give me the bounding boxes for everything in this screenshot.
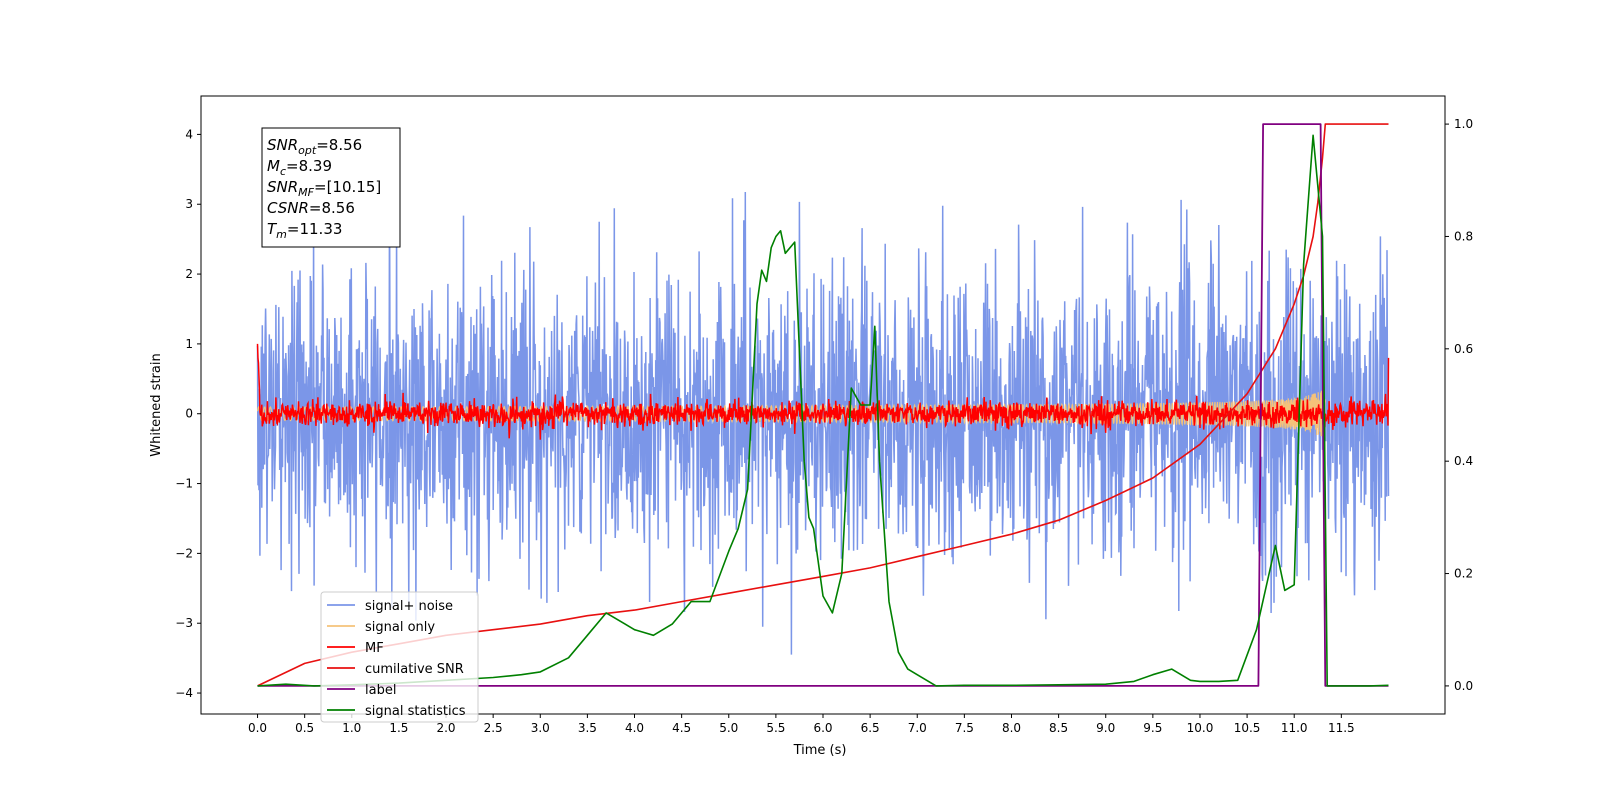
- y2-tick-label: 0.4: [1454, 454, 1473, 468]
- y-axis-label: Whitened strain: [149, 353, 164, 456]
- legend-entry: signal only: [365, 620, 435, 635]
- y-tick-label: 2: [185, 267, 193, 281]
- y2-tick-label: 0.2: [1454, 567, 1473, 581]
- info-box-frame: [261, 127, 401, 248]
- y2-tick-label: 1.0: [1454, 117, 1473, 131]
- plot-area: [256, 123, 1390, 687]
- series-cumulative-snr: [257, 123, 1389, 687]
- info-box: SNRopt=8.56Mc=8.39SNRMF=[10.15]CSNR=8.56…: [261, 127, 401, 248]
- info-line: Mc=8.39: [267, 157, 332, 178]
- y2-tick-label: 0.0: [1454, 679, 1473, 693]
- info-line: SNRMF=[10.15]: [267, 178, 381, 199]
- legend: signal+ noise signal only MF cumilative SNR…: [320, 591, 479, 723]
- legend-entry: cumilative SNR: [365, 662, 464, 677]
- y-tick-label: 4: [185, 127, 193, 141]
- y-tick-label: 1: [185, 337, 193, 351]
- series-mf: [256, 343, 1390, 440]
- x-tick-label: 11.5: [1328, 721, 1355, 735]
- x-axis-label: Time (s): [793, 743, 847, 758]
- x-tick-label: 9.5: [1143, 721, 1162, 735]
- y-axis-right: 0.0 0.2 0.4 0.6 0.8 1.0: [1445, 117, 1473, 693]
- legend-entry: signal statistics: [365, 704, 466, 719]
- y-tick-label: 0: [185, 407, 193, 421]
- legend-entry: label: [365, 683, 396, 698]
- y-tick-label: −2: [175, 546, 193, 560]
- x-tick-label: 9.0: [1096, 721, 1115, 735]
- legend-entry: MF: [365, 641, 384, 656]
- x-tick-label: 5.5: [766, 721, 785, 735]
- series-signal-statistics: [257, 134, 1389, 687]
- x-tick-label: 3.0: [531, 721, 550, 735]
- y-tick-label: 3: [185, 197, 193, 211]
- y2-tick-label: 0.6: [1454, 342, 1473, 356]
- x-tick-label: 8.5: [1049, 721, 1068, 735]
- y-axis-left: −4 −3 −2 −1 0 1 2 3 4: [175, 127, 201, 700]
- x-tick-label: 2.5: [484, 721, 503, 735]
- x-tick-label: 7.5: [955, 721, 974, 735]
- x-tick-label: 7.0: [908, 721, 927, 735]
- y-tick-label: −1: [175, 477, 193, 491]
- legend-frame: [320, 591, 479, 723]
- x-tick-label: 4.0: [625, 721, 644, 735]
- x-tick-label: 1.5: [389, 721, 408, 735]
- x-tick-label: 6.0: [813, 721, 832, 735]
- x-tick-label: 10.5: [1234, 721, 1261, 735]
- x-tick-label: 6.5: [861, 721, 880, 735]
- info-line: Tm=11.33: [267, 220, 342, 241]
- x-tick-label: 0.5: [295, 721, 314, 735]
- x-axis: 0.0 0.5 1.0 1.5 2.0 2.5 3.0 3.5 4.0 4.5 5.0 5.5 6.0 6…: [248, 714, 1355, 735]
- x-tick-label: 11.0: [1281, 721, 1308, 735]
- y-tick-label: −4: [175, 686, 193, 700]
- x-tick-label: 0.0: [248, 721, 267, 735]
- x-tick-label: 1.0: [342, 721, 361, 735]
- y-tick-label: −3: [175, 616, 193, 630]
- x-tick-label: 10.0: [1187, 721, 1214, 735]
- x-tick-label: 2.0: [436, 721, 455, 735]
- y2-tick-label: 0.8: [1454, 229, 1473, 243]
- x-tick-label: 8.0: [1002, 721, 1021, 735]
- x-tick-label: 4.5: [672, 721, 691, 735]
- x-tick-label: 5.0: [719, 721, 738, 735]
- legend-entry: signal+ noise: [365, 599, 453, 614]
- x-tick-label: 3.5: [578, 721, 597, 735]
- info-line: CSNR=8.56: [267, 199, 355, 217]
- info-line: SNRopt=8.56: [267, 136, 362, 157]
